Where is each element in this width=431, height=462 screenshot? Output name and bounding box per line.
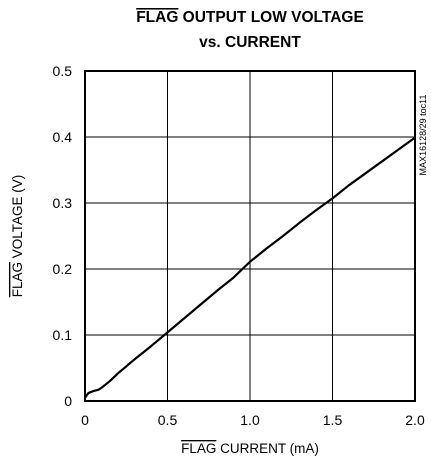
chart-title-overbar-text: FLAG bbox=[136, 9, 178, 26]
y-tick-label: 0.2 bbox=[53, 261, 73, 277]
grid bbox=[85, 71, 415, 401]
y-tick-labels: 0 0.1 0.2 0.3 0.4 0.5 bbox=[53, 63, 73, 409]
y-tick-label: 0.4 bbox=[53, 129, 73, 145]
x-tick-label: 0.5 bbox=[158, 412, 178, 428]
y-axis-label-rest: VOLTAGE (V) bbox=[10, 175, 25, 262]
x-axis-label: FLAG CURRENT (mA) bbox=[181, 441, 319, 456]
chart-title-line1: FLAG OUTPUT LOW VOLTAGE bbox=[136, 9, 364, 26]
x-tick-label: 0 bbox=[81, 412, 89, 428]
plot-area: 0 0.5 1.0 1.5 2.0 0 0.1 0.2 0.3 0.4 0.5 bbox=[53, 63, 425, 428]
series-line bbox=[84, 136, 416, 399]
figure-id-label: MAX16128/29 toc11 bbox=[418, 95, 428, 176]
y-tick-label: 0 bbox=[64, 393, 72, 409]
x-axis-label-overbar: FLAG bbox=[181, 441, 216, 456]
x-tick-label: 2.0 bbox=[405, 412, 425, 428]
x-tick-labels: 0 0.5 1.0 1.5 2.0 bbox=[81, 412, 425, 428]
x-tick-label: 1.5 bbox=[323, 412, 343, 428]
y-tick-label: 0.3 bbox=[53, 195, 73, 211]
x-axis-label-rest: CURRENT (mA) bbox=[216, 441, 319, 456]
y-axis-label: FLAG VOLTAGE (V) bbox=[10, 175, 25, 298]
y-tick-label: 0.1 bbox=[53, 327, 73, 343]
chart-title-line2: vs. CURRENT bbox=[199, 34, 301, 51]
chart-title-rest: OUTPUT LOW VOLTAGE bbox=[178, 9, 363, 26]
y-tick-label: 0.5 bbox=[53, 63, 73, 79]
y-axis-label-overbar: FLAG bbox=[10, 262, 25, 297]
x-tick-label: 1.0 bbox=[240, 412, 260, 428]
plot-frame bbox=[84, 70, 416, 402]
